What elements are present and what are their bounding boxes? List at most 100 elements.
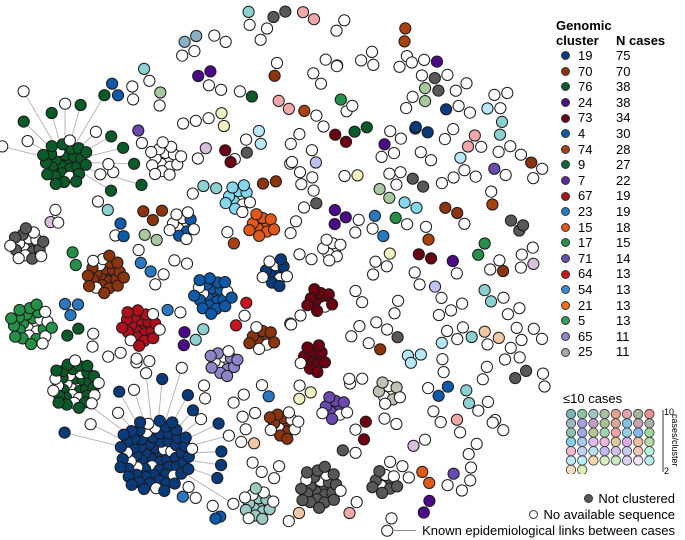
- case-node: [495, 115, 509, 129]
- case-node: [30, 298, 43, 311]
- case-node: [379, 397, 392, 410]
- case-node: [501, 86, 514, 100]
- case-node: [45, 321, 58, 334]
- case-node: [366, 481, 379, 494]
- case-node: [394, 166, 407, 179]
- case-node: [365, 45, 379, 59]
- case-node: [336, 444, 349, 457]
- cluster-n-cases: 14: [616, 250, 631, 266]
- case-node: [135, 178, 148, 191]
- legend-row-cluster-70: 70 70: [556, 64, 685, 80]
- case-node: [307, 67, 320, 80]
- case-node: [317, 120, 330, 133]
- case-node: [460, 384, 473, 397]
- small-cluster-swatch: [633, 408, 644, 420]
- case-node: [197, 179, 210, 193]
- case-node: [250, 208, 263, 221]
- case-node: [240, 296, 253, 309]
- case-node: [301, 341, 314, 354]
- case-node: [158, 484, 171, 497]
- case-node: [227, 497, 240, 510]
- case-node: [186, 187, 199, 200]
- case-node: [174, 306, 187, 319]
- case-node: [111, 89, 125, 102]
- case-node: [306, 171, 319, 184]
- case-node: [292, 506, 306, 520]
- case-node: [301, 299, 314, 312]
- case-node: [460, 77, 473, 90]
- case-node: [451, 206, 464, 220]
- case-node: [356, 296, 369, 309]
- case-node: [274, 253, 287, 266]
- case-node: [434, 416, 447, 429]
- case-node: [327, 493, 340, 506]
- case-node: [383, 167, 396, 180]
- cluster-n-cases: 28: [616, 141, 631, 157]
- case-node: [413, 278, 426, 291]
- case-node: [373, 183, 386, 196]
- case-node: [239, 423, 252, 436]
- case-node: [199, 142, 212, 155]
- case-node: [81, 359, 94, 372]
- small-cluster-swatch: [633, 418, 644, 429]
- case-node: [441, 68, 454, 82]
- case-node: [367, 268, 380, 281]
- case-node: [424, 154, 438, 167]
- case-node: [475, 140, 488, 153]
- case-node: [360, 121, 373, 134]
- case-node: [132, 243, 145, 257]
- case-node: [402, 471, 415, 484]
- case-node: [418, 433, 432, 446]
- small-cluster-swatch: [588, 436, 599, 448]
- small-cluster-swatch: [565, 427, 577, 438]
- small-cluster-swatch: [588, 455, 599, 466]
- case-node: [349, 284, 362, 298]
- case-node: [334, 238, 347, 251]
- cluster-n-cases: 38: [616, 79, 631, 95]
- case-node: [170, 208, 183, 221]
- case-node: [437, 366, 450, 379]
- case-node: [215, 107, 228, 120]
- case-node: [284, 137, 297, 150]
- case-node: [428, 280, 442, 293]
- case-node: [17, 115, 30, 128]
- case-node: [452, 99, 465, 113]
- cluster-n-cases: 13: [616, 297, 631, 313]
- case-node: [25, 337, 38, 351]
- case-node: [383, 191, 396, 204]
- case-node: [137, 205, 150, 218]
- case-node: [318, 460, 331, 473]
- case-node: [219, 35, 232, 49]
- case-node: [227, 396, 240, 409]
- case-node: [94, 168, 107, 181]
- case-node: [49, 177, 62, 190]
- case-node: [380, 260, 393, 273]
- case-node: [87, 254, 100, 267]
- case-node: [131, 304, 144, 317]
- case-node: [536, 367, 550, 380]
- case-node: [260, 22, 274, 35]
- case-node: [407, 439, 420, 452]
- case-node: [349, 446, 362, 459]
- case-node: [455, 484, 468, 497]
- case-node: [117, 230, 130, 243]
- case-node: [450, 413, 464, 426]
- case-node: [153, 99, 166, 112]
- case-node: [13, 303, 26, 317]
- case-node: [493, 254, 506, 267]
- case-node: [370, 316, 383, 329]
- case-node: [149, 278, 162, 291]
- case-node: [254, 137, 267, 150]
- small-cluster-swatch: [621, 455, 633, 466]
- case-node: [350, 496, 363, 509]
- cluster-id: 23: [578, 203, 593, 219]
- case-node: [282, 515, 295, 528]
- case-node: [294, 357, 307, 370]
- case-node: [472, 248, 485, 261]
- case-node: [417, 180, 430, 193]
- case-node: [362, 337, 375, 350]
- legend-row-cluster-9: 9 27: [556, 157, 685, 173]
- case-node: [356, 372, 369, 385]
- cluster-color-dot-icon: [561, 113, 570, 123]
- case-node: [488, 162, 501, 175]
